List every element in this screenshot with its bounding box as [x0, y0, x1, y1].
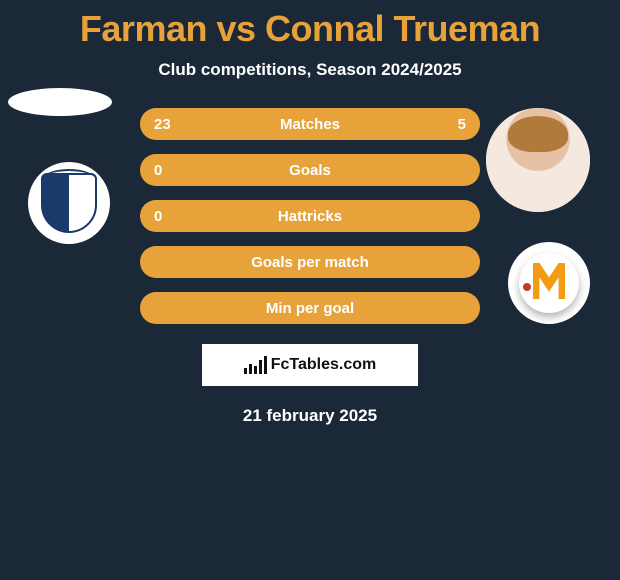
club-shield-icon — [519, 253, 579, 313]
page-subtitle: Club competitions, Season 2024/2025 — [0, 60, 620, 80]
bars-icon — [244, 356, 267, 374]
stat-left-value: 0 — [154, 208, 202, 225]
stat-label: Goals — [202, 162, 418, 179]
stat-label: Min per goal — [202, 300, 418, 317]
stat-right-value: 5 — [418, 116, 466, 133]
stat-rows: 23 Matches 5 0 Goals 0 Hattricks Goals p… — [140, 108, 480, 324]
stat-row: Min per goal — [140, 292, 480, 324]
stat-left-value: 23 — [154, 116, 202, 133]
comparison-date: 21 february 2025 — [0, 406, 620, 426]
stat-label: Hattricks — [202, 208, 418, 225]
comparison-panel: 23 Matches 5 0 Goals 0 Hattricks Goals p… — [0, 108, 620, 426]
stat-row: 0 Goals — [140, 154, 480, 186]
player-right-club-badge — [508, 242, 590, 324]
player-left-avatar — [8, 88, 112, 116]
watermark-text: FcTables.com — [271, 356, 377, 374]
stat-label: Matches — [202, 116, 418, 133]
watermark: FcTables.com — [202, 344, 418, 386]
club-shield-icon — [41, 173, 97, 233]
player-right-avatar — [486, 108, 590, 212]
stat-row: 0 Hattricks — [140, 200, 480, 232]
stat-label: Goals per match — [202, 254, 418, 271]
stat-row: 23 Matches 5 — [140, 108, 480, 140]
stat-row: Goals per match — [140, 246, 480, 278]
page-title: Farman vs Connal Trueman — [0, 0, 620, 50]
player-left-club-badge — [28, 162, 110, 244]
stat-left-value: 0 — [154, 162, 202, 179]
hair-placeholder-icon — [508, 116, 568, 152]
